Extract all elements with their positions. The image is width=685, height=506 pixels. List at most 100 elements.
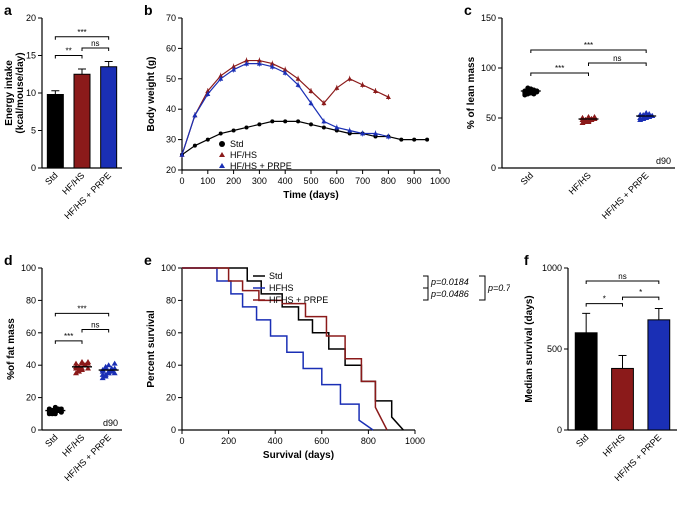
svg-text:HF/HS + PRPE: HF/HS + PRPE [600,170,651,221]
svg-text:60: 60 [166,328,176,338]
svg-text:p=0.7761: p=0.7761 [487,283,510,293]
svg-text:***: *** [555,64,564,73]
svg-text:50: 50 [486,113,496,123]
svg-text:Time (days): Time (days) [283,190,338,201]
svg-text:15: 15 [26,51,36,61]
panel-label-b: b [144,2,153,18]
svg-text:ns: ns [91,39,99,48]
panel-f-chart: 05001000Median survival (days)StdHF/HSHF… [520,250,685,500]
svg-text:400: 400 [278,176,293,186]
svg-text:d90: d90 [103,418,118,428]
svg-text:5: 5 [31,126,36,136]
svg-text:HF/HS + PRPE: HF/HS + PRPE [62,170,113,221]
svg-text:20: 20 [26,393,36,403]
svg-text:0: 0 [179,436,184,446]
panel-a-chart: 0 5 10 15 20 Energy intake(kcal/mouse/day) Std… [0,0,130,230]
panel-label-a: a [4,2,12,18]
svg-text:20: 20 [166,165,176,175]
svg-text:1000: 1000 [542,263,562,273]
svg-text:0: 0 [171,425,176,435]
panel-f: f 05001000Median survival (days)StdHF/HS… [520,250,685,500]
svg-text:200: 200 [226,176,241,186]
panel-c: c 0 50 100 150 % of lean mass Std HF/HS HF/HS +… [460,0,685,230]
svg-text:HF/HS: HF/HS [230,150,257,160]
svg-text:ns: ns [91,321,99,330]
panel-b-chart: 2030405060700100200300400500600700800900… [140,0,450,230]
svg-text:HF/HS: HF/HS [601,432,627,458]
svg-text:900: 900 [407,176,422,186]
svg-text:50: 50 [166,74,176,84]
svg-text:HFHS: HFHS [269,283,294,293]
svg-text:%of fat mass: %of fat mass [6,318,17,380]
svg-text:***: *** [77,28,86,37]
svg-text:800: 800 [361,436,376,446]
svg-text:Median survival (days): Median survival (days) [524,295,535,402]
svg-text:ns: ns [613,54,621,63]
svg-text:100: 100 [21,263,36,273]
svg-text:60: 60 [26,328,36,338]
svg-text:20: 20 [166,393,176,403]
svg-text:(kcal/mouse/day): (kcal/mouse/day) [15,52,26,133]
svg-text:Std: Std [43,432,60,449]
svg-text:700: 700 [355,176,370,186]
svg-text:Std: Std [269,271,283,281]
svg-text:0: 0 [179,176,184,186]
panel-d-chart: 020406080100%of fat massStdHF/HSHF/HS + … [0,250,130,500]
svg-text:0: 0 [31,163,36,173]
svg-text:Std: Std [43,170,60,187]
svg-text:0: 0 [491,163,496,173]
svg-text:HFHS + PRPE: HFHS + PRPE [269,295,328,305]
svg-text:HF/HS + PRPE: HF/HS + PRPE [230,161,292,171]
svg-text:400: 400 [268,436,283,446]
svg-text:Std: Std [574,432,591,449]
panel-a: a 0 5 10 15 20 Energy intake(kcal/mouse/day) S… [0,0,130,230]
svg-text:200: 200 [221,436,236,446]
svg-text:ns: ns [618,272,626,281]
svg-text:500: 500 [547,344,562,354]
svg-text:150: 150 [481,13,496,23]
svg-text:*: * [639,288,642,297]
svg-text:Survival (days): Survival (days) [263,450,334,461]
svg-text:***: *** [64,332,73,341]
svg-text:HF/HS + PRPE: HF/HS + PRPE [62,432,113,483]
panel-label-d: d [4,252,13,268]
panel-c-chart: 0 50 100 150 % of lean mass Std HF/HS HF/HS + P… [460,0,685,230]
panel-b: b 20304050607001002003004005006007008009… [140,0,450,230]
svg-text:10: 10 [26,88,36,98]
svg-text:800: 800 [381,176,396,186]
svg-text:80: 80 [166,295,176,305]
svg-text:***: *** [77,304,86,313]
panel-label-c: c [464,2,472,18]
svg-text:d90: d90 [656,156,671,166]
svg-text:0: 0 [557,425,562,435]
svg-text:20: 20 [26,13,36,23]
panel-d: d 020406080100%of fat massStdHF/HSHF/HS … [0,250,130,500]
svg-text:p=0.0486: p=0.0486 [430,289,469,299]
panel-e-chart: 02040608010002004006008001000Percent sur… [140,250,510,500]
svg-text:100: 100 [161,263,176,273]
svg-text:80: 80 [26,295,36,305]
svg-text:500: 500 [303,176,318,186]
svg-text:HF/HS: HF/HS [567,170,593,196]
svg-text:***: *** [584,41,593,50]
panel-label-e: e [144,252,152,268]
svg-text:Std: Std [230,139,244,149]
svg-text:30: 30 [166,135,176,145]
svg-text:60: 60 [166,43,176,53]
svg-text:Energy intake: Energy intake [4,60,15,126]
svg-text:1000: 1000 [405,436,425,446]
svg-text:100: 100 [481,63,496,73]
svg-text:Body weight (g): Body weight (g) [146,57,157,132]
svg-text:40: 40 [166,360,176,370]
svg-text:% of lean mass: % of lean mass [466,56,477,129]
svg-text:0: 0 [31,425,36,435]
svg-text:40: 40 [26,360,36,370]
svg-text:1000: 1000 [430,176,450,186]
svg-text:Std: Std [519,170,536,187]
svg-text:p=0.0184: p=0.0184 [430,277,469,287]
svg-text:*: * [603,295,606,304]
svg-text:Percent survival: Percent survival [146,310,157,387]
svg-text:600: 600 [329,176,344,186]
svg-text:600: 600 [314,436,329,446]
svg-text:70: 70 [166,13,176,23]
